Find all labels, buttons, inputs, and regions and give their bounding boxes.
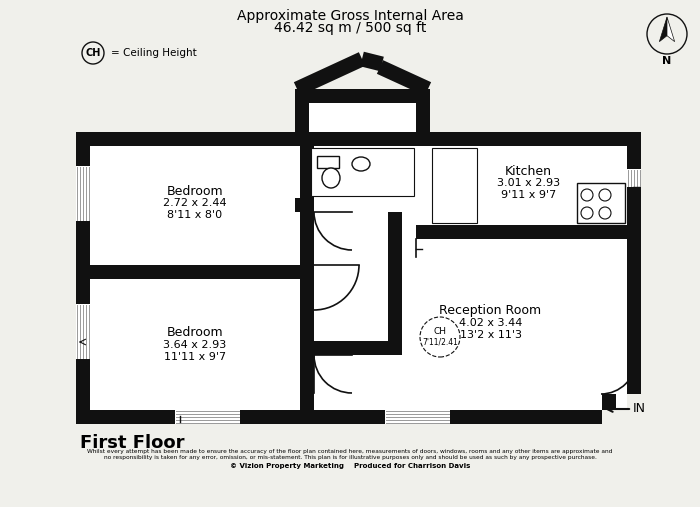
Bar (311, 148, 414, 196)
Text: no responsibility is taken for any error, omission, or mis-statement. This plan : no responsibility is taken for any error… (104, 455, 596, 460)
Bar (627, 132, 641, 424)
Bar (76, 166, 90, 221)
Text: N: N (662, 56, 671, 66)
Text: CH: CH (433, 327, 447, 336)
Bar (295, 198, 314, 212)
Bar (76, 132, 90, 424)
Text: 11'11 x 9'7: 11'11 x 9'7 (164, 351, 226, 361)
Bar (432, 148, 477, 223)
Bar (314, 341, 388, 355)
Bar (76, 304, 90, 359)
Bar (76, 410, 641, 424)
Text: 3.01 x 2.93: 3.01 x 2.93 (497, 178, 560, 189)
Bar (295, 89, 430, 103)
Bar (627, 169, 641, 187)
Text: = Ceiling Height: = Ceiling Height (111, 48, 197, 58)
Text: © Vizion Property Marketing    Produced for Charrison Davis: © Vizion Property Marketing Produced for… (230, 463, 470, 469)
Text: 4.02 x 3.44: 4.02 x 3.44 (458, 317, 522, 328)
Text: Bedroom: Bedroom (167, 326, 223, 339)
Polygon shape (659, 17, 667, 42)
Bar (295, 89, 430, 146)
Text: 13'2 x 11'3: 13'2 x 11'3 (459, 330, 522, 340)
Bar (416, 225, 627, 239)
Bar (388, 212, 402, 355)
Polygon shape (667, 17, 675, 42)
Text: Approximate Gross Internal Area: Approximate Gross Internal Area (237, 9, 463, 23)
Polygon shape (360, 52, 384, 71)
Text: 2.72 x 2.44: 2.72 x 2.44 (163, 199, 227, 208)
Bar (627, 394, 641, 424)
Text: 9'11 x 9'7: 9'11 x 9'7 (501, 191, 556, 200)
Text: 7'11/2.41: 7'11/2.41 (422, 338, 458, 346)
Bar (295, 89, 309, 146)
Text: 46.42 sq m / 500 sq ft: 46.42 sq m / 500 sq ft (274, 21, 426, 35)
Bar (602, 410, 641, 424)
Bar (627, 132, 641, 394)
Bar (76, 132, 641, 424)
Bar (388, 212, 402, 279)
Bar (300, 146, 314, 410)
Polygon shape (377, 60, 431, 96)
Text: Reception Room: Reception Room (440, 304, 542, 317)
Ellipse shape (322, 168, 340, 188)
Text: IN: IN (633, 403, 646, 416)
Text: Bedroom: Bedroom (167, 185, 223, 198)
Bar (577, 183, 625, 223)
Text: Whilst every attempt has been made to ensure the accuracy of the floor plan cont: Whilst every attempt has been made to en… (88, 449, 612, 454)
Ellipse shape (352, 157, 370, 171)
Bar (416, 89, 430, 146)
Polygon shape (294, 52, 365, 96)
Text: Kitchen: Kitchen (505, 165, 552, 178)
Bar (76, 132, 641, 146)
Bar (317, 156, 339, 168)
Bar (602, 394, 616, 424)
Bar (175, 410, 240, 424)
Bar (385, 410, 450, 424)
Text: First Floor: First Floor (80, 434, 185, 452)
Text: 3.64 x 2.93: 3.64 x 2.93 (163, 340, 227, 349)
Bar (90, 265, 300, 279)
Text: CH: CH (85, 48, 101, 58)
Text: 8'11 x 8'0: 8'11 x 8'0 (167, 210, 223, 221)
